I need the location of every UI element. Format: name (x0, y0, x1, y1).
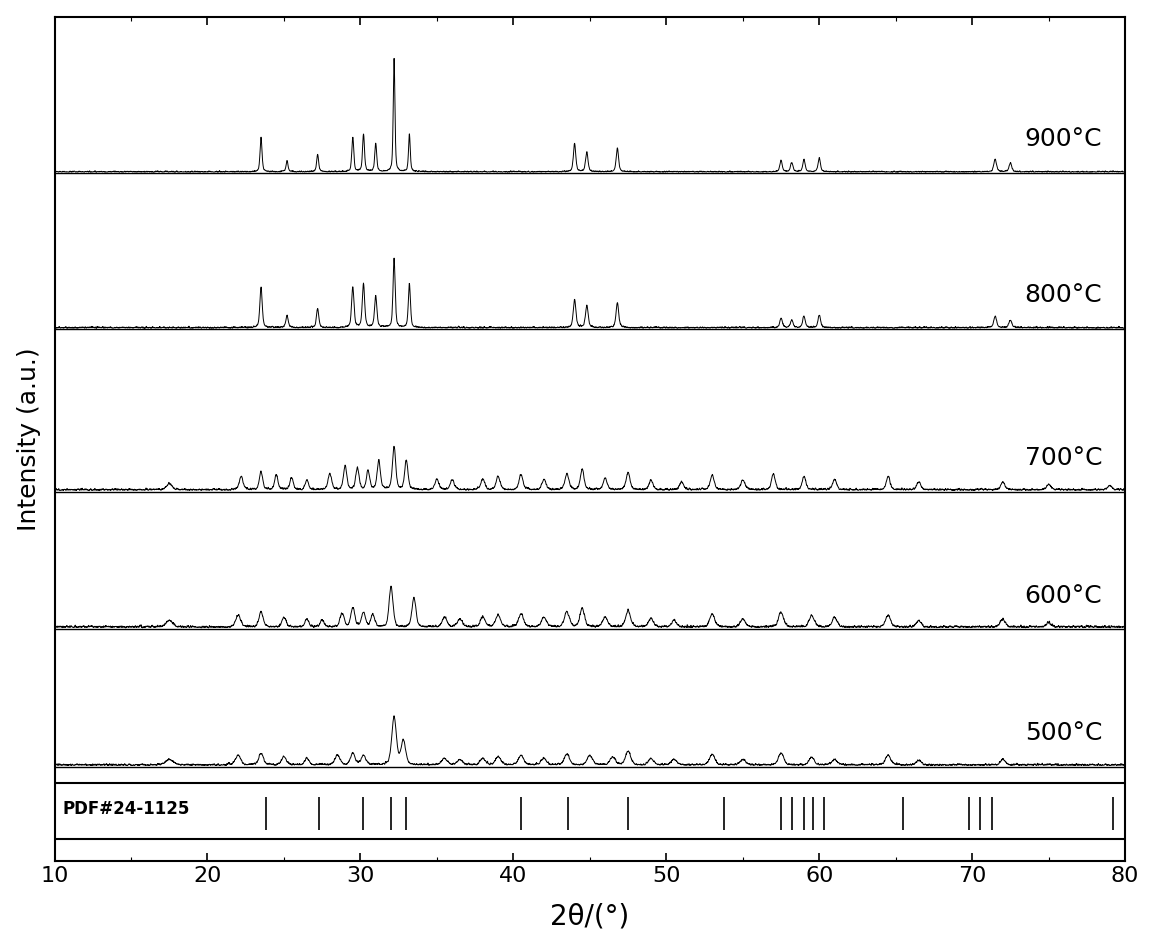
Text: 900°C: 900°C (1024, 127, 1102, 152)
Text: 600°C: 600°C (1024, 583, 1102, 608)
Text: 500°C: 500°C (1025, 721, 1102, 745)
Text: 800°C: 800°C (1024, 283, 1102, 308)
Text: PDF#24-1125: PDF#24-1125 (62, 800, 190, 818)
Text: 700°C: 700°C (1024, 446, 1102, 470)
Y-axis label: Intensity (a.u.): Intensity (a.u.) (16, 347, 40, 530)
X-axis label: 2θ/(°): 2θ/(°) (550, 902, 630, 930)
